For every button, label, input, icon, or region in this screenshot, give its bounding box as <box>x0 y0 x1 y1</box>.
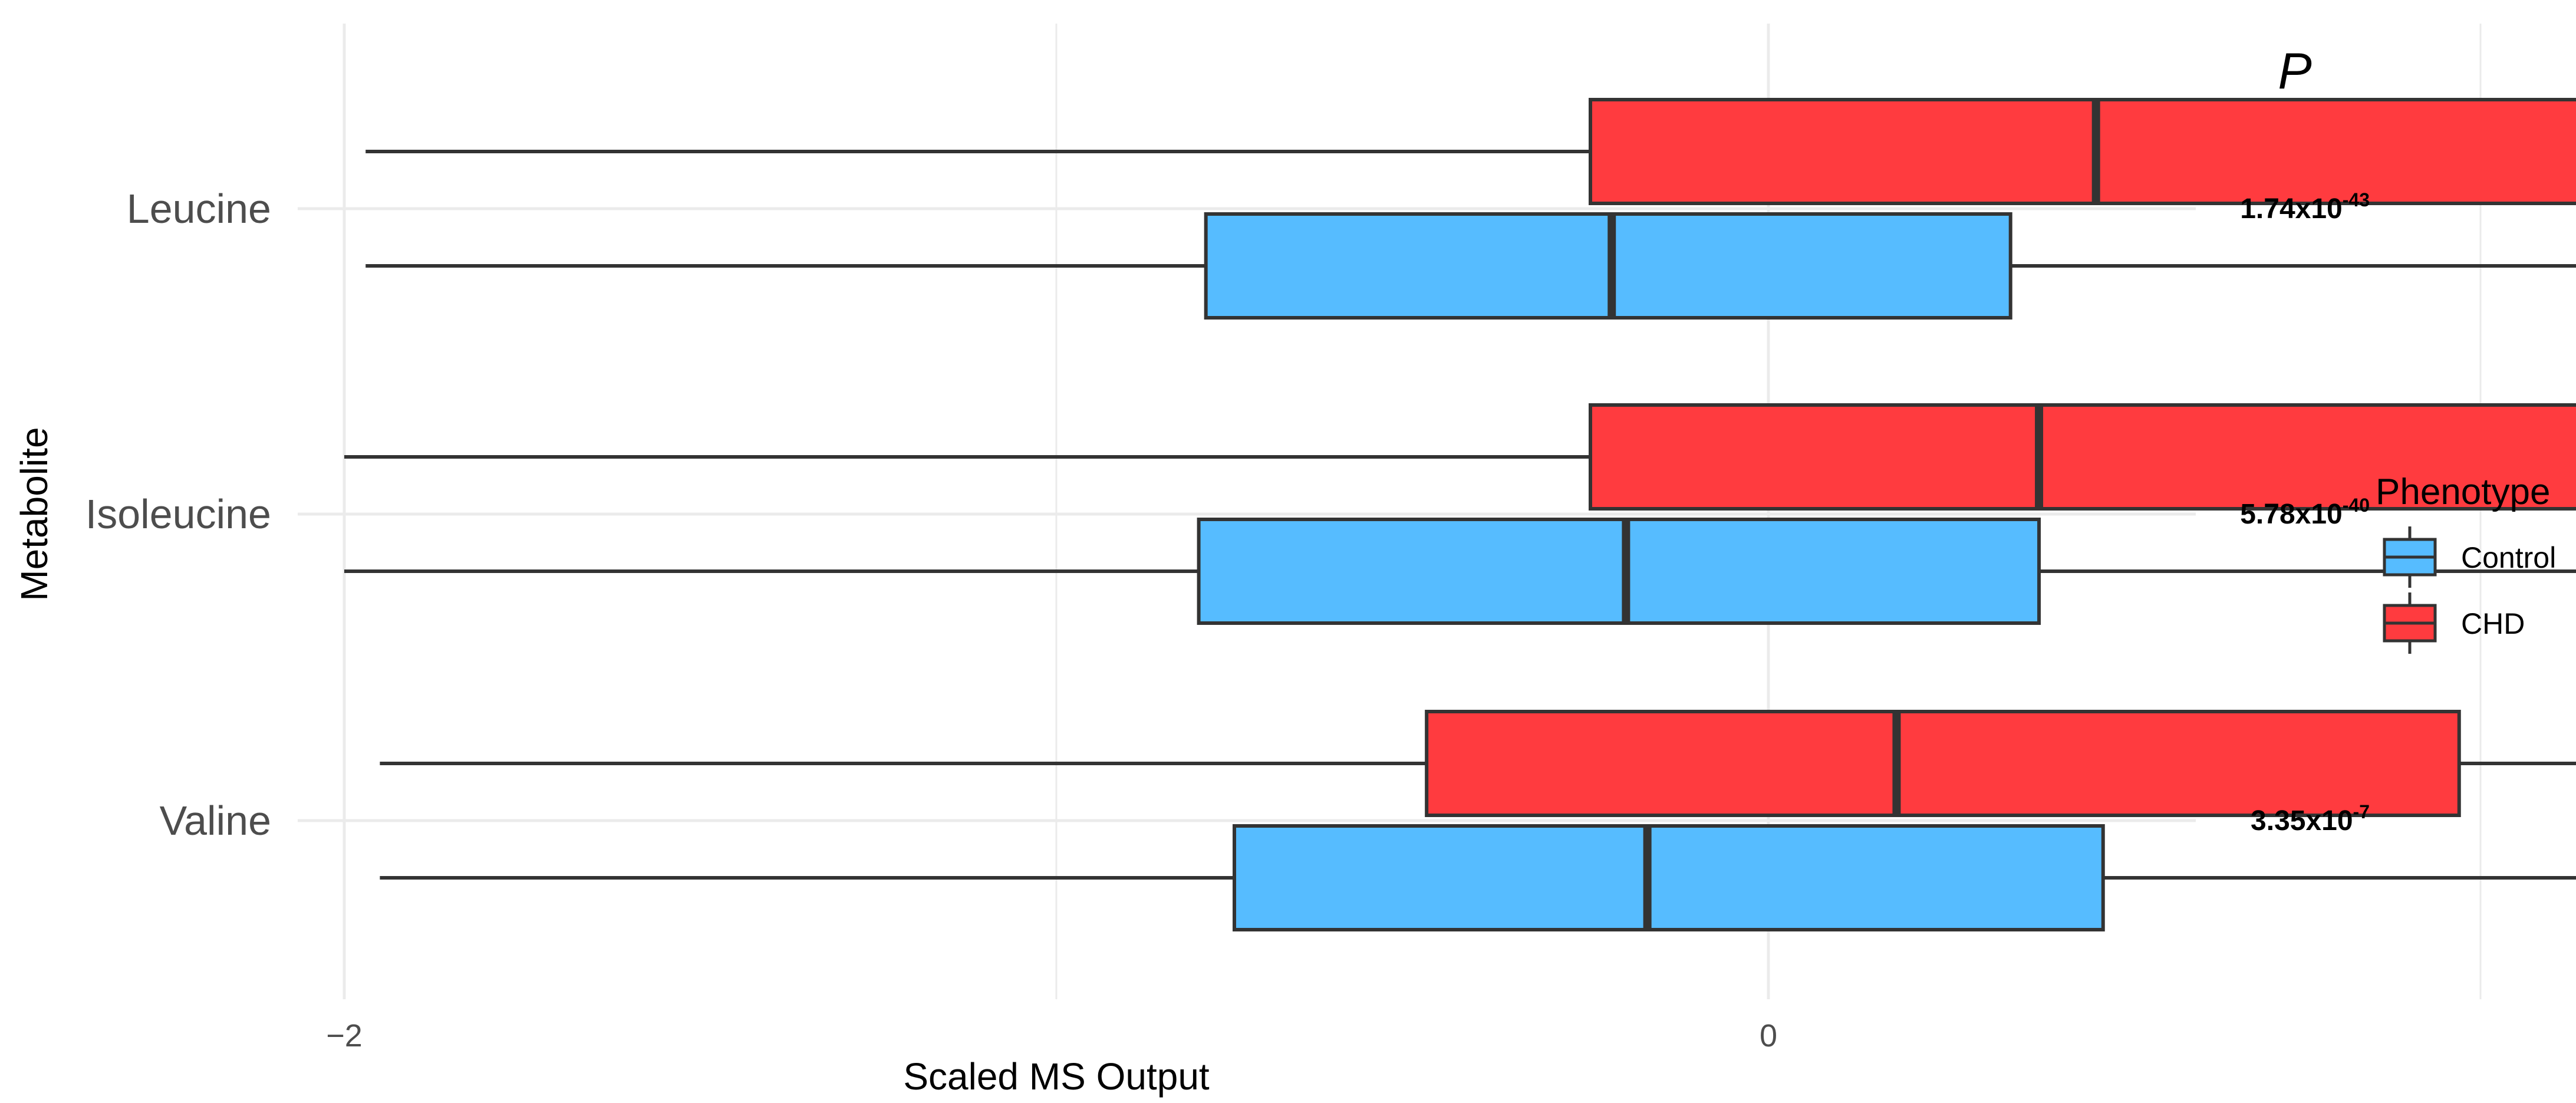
box-layer <box>344 98 2576 931</box>
legend-entry-chd: CHD <box>2383 592 2525 654</box>
legend: Phenotype Control CHD <box>2376 472 2556 654</box>
label-layer: Scaled MS Output Metabolite P Leucine Iso… <box>13 43 2370 1098</box>
box-iqr <box>1589 403 2576 511</box>
x-tick-label: 0 <box>1760 1018 1777 1053</box>
p-value-header: P <box>2278 43 2311 100</box>
legend-label: Control <box>2461 541 2556 574</box>
x-axis-title: Scaled MS Output <box>903 1055 1210 1098</box>
box-iqr <box>1197 518 2041 625</box>
box-control-isoleucine <box>344 518 2576 625</box>
x-tick-label: −2 <box>326 1018 363 1053</box>
p-value-label: 3.35x10-7 <box>2251 801 2370 837</box>
box-control-valine <box>380 824 2576 931</box>
box-chd-valine <box>380 710 2576 817</box>
legend-title: Phenotype <box>2376 472 2550 512</box>
box-iqr <box>1233 824 2105 931</box>
y-tick-label: Leucine <box>127 186 271 232</box>
legend-label: CHD <box>2461 607 2525 640</box>
y-tick-label: Valine <box>160 798 271 844</box>
p-value-label: 1.74x10-43 <box>2240 189 2370 225</box>
box-iqr <box>1589 98 2576 205</box>
box-chd-isoleucine <box>344 403 2576 511</box>
y-tick-label: Isoleucine <box>85 491 271 537</box>
box-chd-leucine <box>365 98 2576 205</box>
y-axis-title: Metabolite <box>13 427 55 601</box>
box-control-leucine <box>365 212 2576 320</box>
box-iqr <box>1425 710 2461 817</box>
p-value-label: 5.78x10-40 <box>2240 495 2370 530</box>
legend-entry-control: Control <box>2383 526 2556 588</box>
